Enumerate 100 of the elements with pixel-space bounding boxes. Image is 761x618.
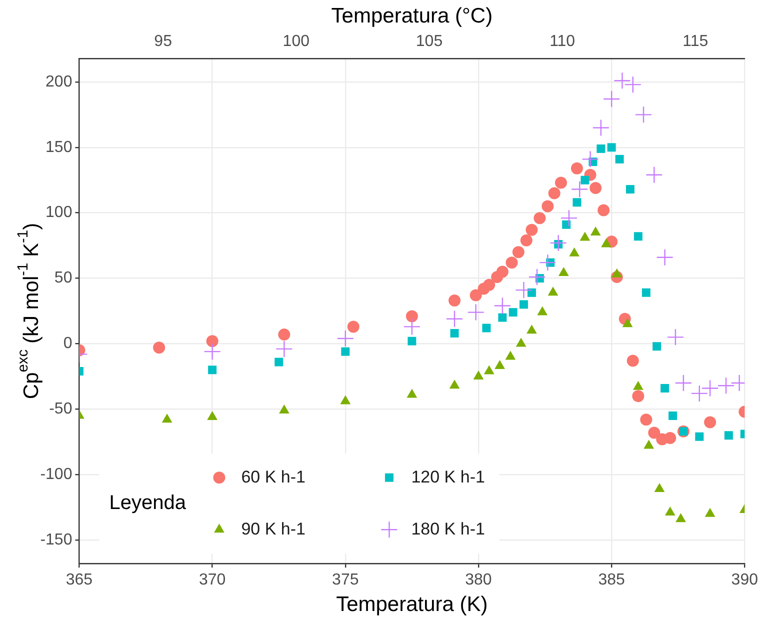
point xyxy=(676,513,686,522)
point xyxy=(558,267,569,276)
point xyxy=(548,187,560,200)
point xyxy=(153,342,166,354)
point xyxy=(592,119,610,136)
point xyxy=(640,414,652,426)
point xyxy=(537,306,548,316)
point xyxy=(612,268,622,278)
point xyxy=(408,336,416,346)
point xyxy=(582,150,599,168)
point xyxy=(607,143,616,152)
point xyxy=(622,318,633,328)
point xyxy=(494,360,505,369)
point xyxy=(626,185,634,194)
point xyxy=(512,246,524,258)
point xyxy=(646,166,663,184)
point xyxy=(666,328,684,346)
y-tick-label: -150 xyxy=(40,531,72,548)
point xyxy=(207,411,218,420)
y-tick-label: -50 xyxy=(49,400,72,418)
x2-tick-label: 105 xyxy=(416,33,443,50)
point xyxy=(520,234,532,246)
point xyxy=(204,342,221,360)
x-tick-label: 390 xyxy=(731,572,758,589)
point xyxy=(340,395,351,404)
point xyxy=(570,162,583,174)
legend-label: 180 K h-1 xyxy=(411,519,485,538)
x2-tick-label: 115 xyxy=(682,33,708,50)
point xyxy=(526,324,537,334)
point xyxy=(695,432,704,441)
point xyxy=(508,308,518,317)
point xyxy=(506,256,518,269)
point xyxy=(276,340,293,358)
point xyxy=(539,254,556,272)
point xyxy=(704,416,716,428)
point xyxy=(572,198,582,207)
point xyxy=(614,72,631,90)
point xyxy=(664,506,676,516)
point xyxy=(482,324,491,332)
x2-tick-label: 95 xyxy=(154,33,172,50)
point xyxy=(634,106,652,124)
point xyxy=(701,380,719,397)
point xyxy=(652,342,662,351)
point xyxy=(406,310,418,322)
point xyxy=(632,390,644,402)
y-axis-title: Cpexc (kJ mol-1 K-1) xyxy=(16,222,43,400)
point xyxy=(542,200,554,212)
y-tick-label: 50 xyxy=(54,270,72,287)
x-tick-label: 365 xyxy=(66,572,93,589)
point xyxy=(403,318,421,336)
y-tick-label: 200 xyxy=(46,73,72,90)
point xyxy=(602,90,620,108)
point xyxy=(554,176,567,189)
point xyxy=(406,388,418,398)
point xyxy=(642,288,650,297)
point xyxy=(704,508,716,517)
point xyxy=(449,380,460,389)
point xyxy=(341,347,350,356)
point xyxy=(664,432,676,444)
point xyxy=(596,144,606,153)
point xyxy=(644,440,654,449)
x-tick-label: 380 xyxy=(465,572,492,589)
x2-axis-title: Temperatura (°C) xyxy=(331,4,493,28)
x2-tick-label: 100 xyxy=(282,33,310,50)
legend-label: 90 K h-1 xyxy=(241,519,306,538)
point xyxy=(660,384,670,392)
point xyxy=(484,365,494,374)
point xyxy=(505,350,516,360)
legend-title: Leyenda xyxy=(109,492,187,514)
point xyxy=(516,338,526,347)
y-tick-label: 0 xyxy=(63,335,72,352)
point xyxy=(278,404,290,414)
point xyxy=(467,304,484,321)
point xyxy=(548,286,558,296)
point xyxy=(206,335,218,348)
point xyxy=(448,294,461,307)
legend-label: 60 K h-1 xyxy=(241,467,306,486)
x-tick-label: 385 xyxy=(598,572,626,589)
point xyxy=(598,204,610,216)
legend-label: 120 K h-1 xyxy=(411,467,485,486)
point xyxy=(724,431,733,440)
point xyxy=(483,278,496,291)
point xyxy=(473,370,484,380)
point xyxy=(560,209,578,227)
point xyxy=(450,329,459,338)
point xyxy=(654,483,665,492)
point xyxy=(569,247,580,256)
point xyxy=(656,248,674,266)
point xyxy=(690,384,708,402)
point xyxy=(601,238,612,248)
point xyxy=(526,224,538,236)
point xyxy=(648,426,660,439)
x-tick-label: 375 xyxy=(332,572,359,589)
x2-tick-label: 110 xyxy=(550,33,576,50)
point xyxy=(590,182,602,194)
x-axis-title: Temperatura (K) xyxy=(336,593,488,616)
point xyxy=(634,232,642,241)
point xyxy=(624,76,642,94)
point xyxy=(208,366,217,374)
point xyxy=(470,289,482,302)
